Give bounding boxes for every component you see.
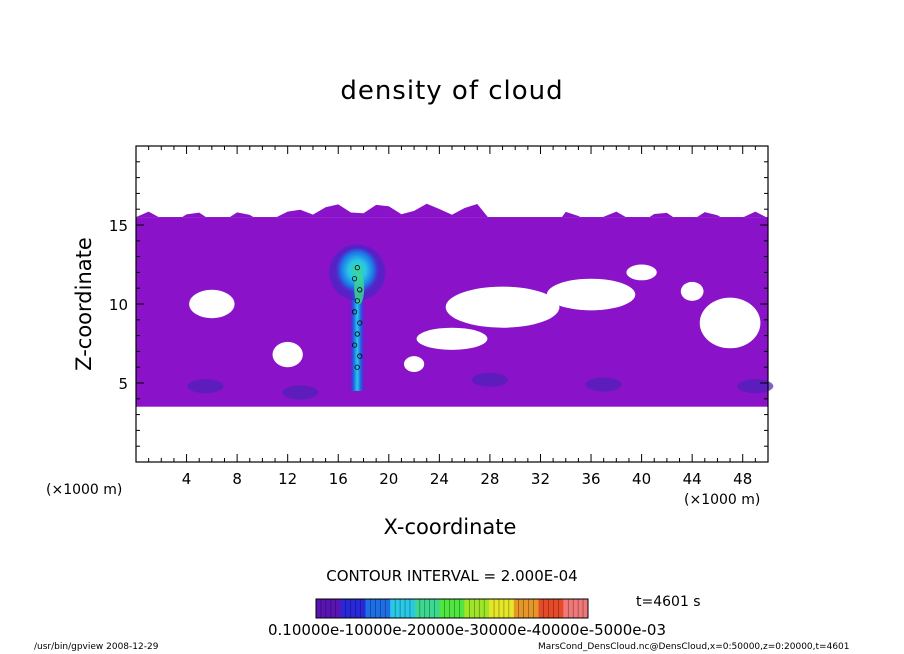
clear-gap [189, 289, 235, 319]
colorbar-frame [315, 598, 589, 619]
cloud-top-edge [136, 203, 768, 232]
x-tick-label: 24 [430, 470, 449, 488]
contour-line [354, 265, 360, 271]
x-tick-label: 48 [733, 470, 752, 488]
colorbar-swatch [390, 599, 416, 618]
colorbar-swatch [414, 599, 441, 618]
x-tick-label: 44 [683, 470, 702, 488]
x-tick-label: 20 [379, 470, 398, 488]
contour-line [357, 320, 363, 326]
colorbar-swatch [464, 599, 490, 618]
y-tick-label: 10 [109, 296, 128, 314]
plume-head [335, 248, 380, 297]
colorbar-swatch [365, 599, 391, 618]
colorbar-swatch [340, 599, 366, 618]
clear-gap [699, 297, 761, 349]
dense-blob [585, 377, 622, 392]
colorbar-swatch [563, 599, 589, 618]
colorbar-swatch [489, 599, 515, 618]
plume-stem [349, 288, 366, 391]
y-tick-label: 5 [118, 375, 128, 393]
clear-gap [403, 356, 425, 372]
clear-gap [626, 264, 657, 281]
x-tick-label: 28 [480, 470, 499, 488]
colorbar-swatch [513, 599, 540, 618]
chart-title: density of cloud [340, 76, 564, 106]
x-unit-label-right: (×1000 m) [684, 492, 761, 508]
x-tick-label: 12 [278, 470, 297, 488]
time-label: t=4601 s [636, 594, 701, 610]
dense-blob [471, 372, 508, 387]
dense-blob [282, 385, 319, 400]
dense-blob [187, 379, 224, 394]
clear-gap [445, 286, 560, 328]
contour-line [351, 276, 358, 282]
y-tick-label: 15 [109, 217, 128, 235]
colorbar-swatch [316, 599, 342, 618]
clear-gap [680, 281, 704, 301]
plume-core [354, 272, 365, 305]
x-tick-label: 8 [232, 470, 242, 488]
x-unit-label-left: (×1000 m) [46, 482, 123, 498]
x-tick-label: 4 [182, 470, 192, 488]
contour-line [354, 331, 360, 337]
contour-line [354, 364, 360, 370]
footer-source: MarsCond_DensCloud.nc@DensCloud,x=0:5000… [538, 642, 850, 652]
contour-interval-label: CONTOUR INTERVAL = 2.000E-04 [326, 567, 578, 585]
x-axis-label: X-coordinate [383, 515, 517, 539]
colorbar [315, 598, 589, 619]
footer-program-date: /usr/bin/gpview 2008-12-29 [34, 642, 159, 652]
contour-line [354, 298, 360, 304]
x-tick-label: 16 [329, 470, 348, 488]
contour-line [357, 353, 363, 359]
plot-area [136, 203, 774, 407]
contour-line [351, 342, 358, 348]
contour-line [351, 309, 358, 315]
colorbar-swatch [439, 599, 465, 618]
clear-gap [546, 278, 636, 311]
x-tick-label: 32 [531, 470, 550, 488]
y-axis-label: Z-coordinate [72, 237, 96, 371]
clear-gap [272, 341, 303, 368]
x-tick-label: 36 [581, 470, 600, 488]
contour-line [357, 287, 363, 293]
clear-gap [416, 327, 488, 350]
colorbar-tick-labels: 0.10000e-10000e-20000e-30000e-40000e-500… [268, 621, 667, 639]
colorbar-swatch [538, 599, 564, 618]
x-tick-label: 40 [632, 470, 651, 488]
